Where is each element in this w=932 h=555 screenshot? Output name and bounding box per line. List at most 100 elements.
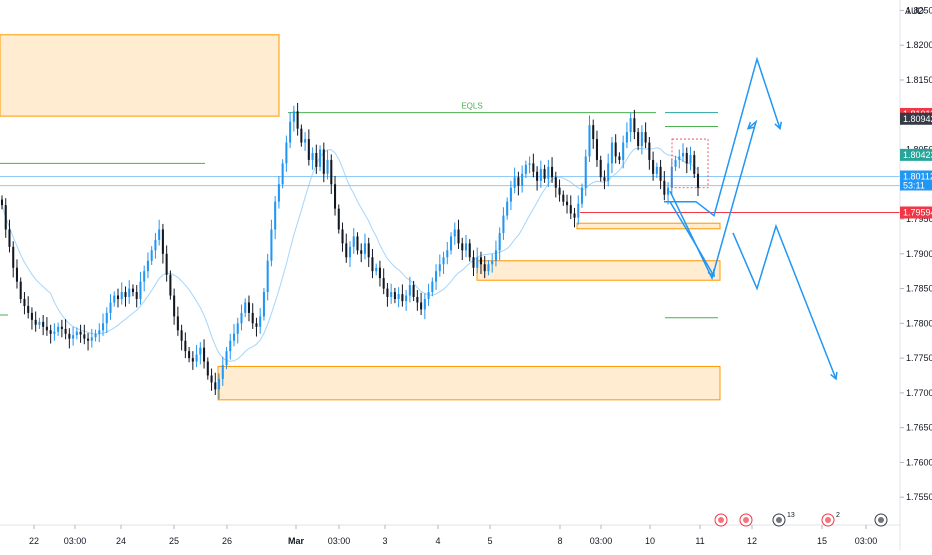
candle-body (625, 132, 628, 143)
supply-demand-zone (576, 222, 721, 230)
candle-body (442, 257, 445, 265)
candle-body (644, 132, 647, 143)
candle-body (648, 142, 651, 160)
candle-body (652, 159, 655, 174)
event-marker-icon[interactable] (874, 513, 888, 527)
time-tick-label: 22 (29, 536, 39, 546)
candle-body (165, 253, 168, 275)
candle-body (551, 166, 554, 178)
candle-body (491, 260, 494, 265)
candle-body (102, 323, 105, 331)
candle-body (176, 316, 179, 331)
candle-body (206, 361, 209, 376)
candle-body (674, 159, 677, 167)
candle-body (8, 229, 11, 247)
candle-body (595, 139, 598, 160)
candle-body (27, 305, 30, 313)
candle-body (607, 163, 610, 181)
candle-body (352, 236, 355, 247)
candle-body (637, 132, 640, 147)
candle-body (240, 312, 243, 324)
candle-body (461, 243, 464, 251)
candle-body (83, 334, 86, 339)
arrow-head (830, 371, 838, 381)
time-axis[interactable]: 22 03:00 24 25 26 Mar 03:00 3 4 5 8 03:00 10 11 12 15 03… (0, 524, 900, 546)
candle-body (408, 285, 411, 296)
event-marker-icon[interactable]: 2 (821, 512, 840, 527)
candle-body (569, 205, 572, 214)
price-tag-label: 1.79594 (903, 208, 932, 218)
time-tick-label: 25 (169, 536, 179, 546)
candle-body (259, 316, 262, 327)
candle-body (573, 213, 576, 218)
candle-body (255, 323, 258, 327)
price-tick-label: 1.75500 (906, 492, 932, 502)
candle-body (416, 296, 419, 303)
candle-body (696, 173, 700, 188)
candle-body (599, 159, 602, 178)
event-marker-icon[interactable]: 13 (772, 512, 795, 527)
time-tick-label: 03:00 (590, 536, 613, 546)
event-marker-dot (718, 517, 724, 523)
price-tick-label: 1.78000 (906, 318, 932, 328)
drawings-layer[interactable] (664, 56, 838, 381)
candle-body (98, 330, 101, 334)
candle-body (330, 159, 333, 185)
candle-body (274, 201, 277, 230)
eqls-label: EQLS (461, 102, 482, 111)
candle-body (405, 295, 408, 302)
event-markers-layer[interactable]: 13 2 (714, 512, 888, 527)
candle-body (210, 375, 213, 383)
candle-body (678, 156, 681, 160)
candle-body (131, 288, 134, 293)
event-marker-dot (743, 517, 749, 523)
candle-body (506, 201, 509, 216)
candle-body (390, 292, 393, 297)
candle-body (12, 246, 15, 268)
candle-body (203, 347, 206, 362)
candle-body (693, 155, 696, 174)
candle-body (4, 205, 7, 230)
candle-body (356, 236, 359, 251)
candle-body (450, 236, 453, 251)
candle-body (270, 229, 273, 261)
candle-body (161, 229, 164, 254)
candle-body (229, 340, 232, 352)
candle-body (53, 331, 56, 334)
candle-body (30, 312, 33, 320)
time-tick-label: 15 (817, 536, 827, 546)
currency-label: AUD (904, 6, 924, 16)
candles-layer[interactable] (0, 102, 700, 400)
price-axis[interactable]: 1.825001.820001.815001.810001.805001.800… (899, 0, 932, 550)
price-tick-label: 1.77000 (906, 388, 932, 398)
candle-body (0, 199, 4, 206)
time-tick-label: 11 (695, 536, 704, 546)
candle-body (513, 177, 516, 188)
candle-body (521, 173, 524, 186)
candle-body (580, 187, 584, 204)
candle-body (498, 232, 501, 251)
candle-body (281, 163, 284, 185)
price-tag-bg (900, 170, 932, 191)
candle-body (60, 326, 63, 329)
candle-body (457, 229, 460, 244)
candle-body (667, 187, 670, 195)
time-tick-label: 3 (382, 536, 387, 546)
candle-body (603, 177, 606, 181)
candle-body (655, 166, 658, 174)
candle-body (289, 121, 292, 143)
time-tick-label: 10 (645, 536, 655, 546)
candle-body (502, 215, 505, 233)
event-marker-icon[interactable] (739, 513, 753, 527)
candle-body (547, 166, 550, 179)
candle-body (517, 177, 520, 186)
projection-arrow (732, 223, 837, 380)
candle-body (438, 264, 441, 272)
event-marker-icon[interactable] (714, 513, 728, 527)
candle-body (588, 125, 591, 157)
price-tick-label: 1.82500 (906, 5, 932, 15)
candle-body (622, 142, 625, 160)
price-tag-countdown: 53:11 (903, 180, 925, 190)
